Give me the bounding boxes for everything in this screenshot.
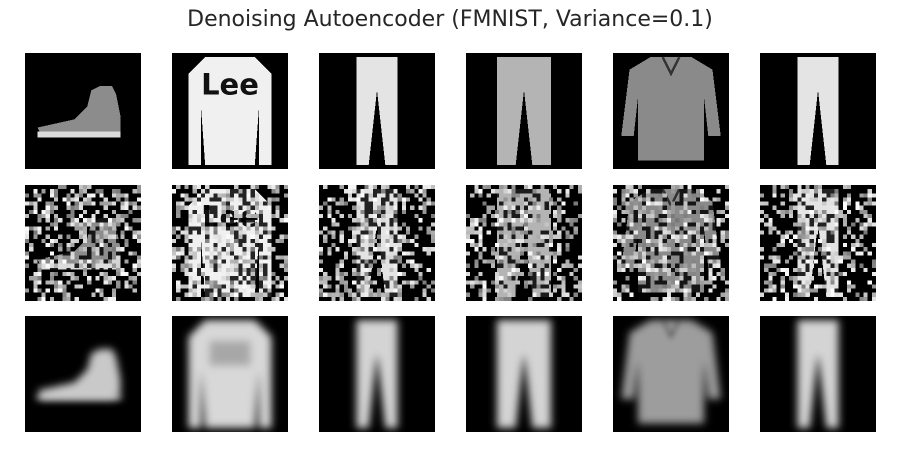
original-image-trouser — [760, 53, 876, 169]
noisy-image-pullover: Lee — [172, 185, 288, 301]
original-image-pullover: Lee — [172, 53, 288, 169]
figure-title: Denoising Autoencoder (FMNIST, Variance=… — [187, 7, 713, 32]
noisy-image-shirt — [613, 185, 729, 301]
noisy-image-ankle-boot — [25, 185, 141, 301]
original-image-ankle-boot — [25, 53, 141, 169]
reconstructed-image-shirt — [613, 316, 729, 432]
original-image-trouser — [319, 53, 435, 169]
noisy-image-trouser — [466, 185, 582, 301]
reconstructed-image-trouser — [760, 316, 876, 432]
noisy-image-trouser — [319, 185, 435, 301]
svg-text:Lee: Lee — [201, 67, 259, 101]
reconstructed-image-ankle-boot — [25, 316, 141, 432]
reconstructed-image-pullover — [172, 316, 288, 432]
noisy-image-trouser — [760, 185, 876, 301]
original-image-trouser — [466, 53, 582, 169]
reconstructed-image-trouser — [319, 316, 435, 432]
reconstructed-image-trouser — [466, 316, 582, 432]
original-image-shirt — [613, 53, 729, 169]
image-grid: Lee Lee — [25, 53, 876, 432]
